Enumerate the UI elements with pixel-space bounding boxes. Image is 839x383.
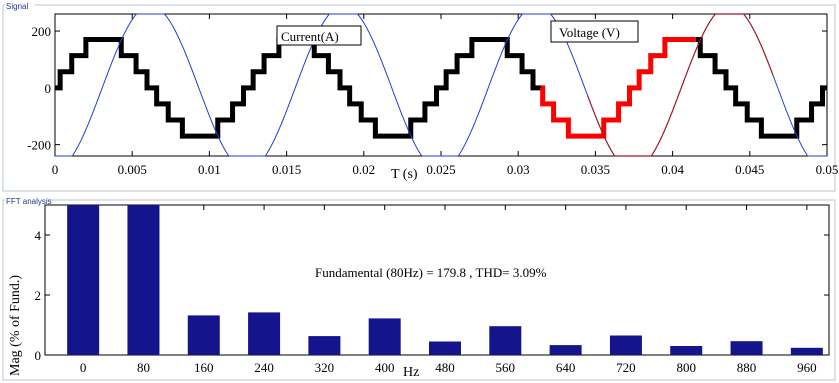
fft-x-tick-label: 400 (375, 360, 395, 375)
signal-x-tick-label: 0.035 (581, 162, 610, 177)
fft-x-tick-label: 880 (737, 360, 757, 375)
signal-group-box (2, 4, 836, 192)
signal-y-tick-label: 0 (45, 81, 52, 96)
fft-group-label: FFT analysis (6, 197, 52, 206)
voltage-series-line-highlight (540, 37, 696, 139)
fft-bar (67, 205, 100, 355)
fft-bar (308, 336, 341, 355)
fft-x-tick-label: 960 (797, 360, 817, 375)
signal-label-bg (5, 1, 35, 11)
signal-x-axis-label: T (s) (391, 167, 418, 182)
fft-plot-area (44, 204, 830, 356)
fft-annotation: Fundamental (80Hz) = 179.8 , THD= 3.09% (315, 265, 547, 280)
signal-group-label: Signal (6, 2, 28, 11)
current-series-line-highlight (587, 13, 774, 157)
fft-x-axis-label: Hz (403, 365, 419, 380)
signal-y-tick-label: 200 (32, 24, 52, 39)
fft-x-tick-label: 560 (496, 360, 516, 375)
fft-bar (127, 205, 160, 355)
fft-x-tick-label: 160 (194, 360, 214, 375)
fft-bar (609, 335, 642, 355)
signal-x-tick-label: 0.025 (426, 162, 455, 177)
fft-x-tick-label: 640 (556, 360, 576, 375)
fft-group-box (2, 199, 836, 381)
fft-label-bg (5, 196, 47, 206)
signal-x-tick-label: 0.045 (735, 162, 764, 177)
signal-y-tick-label: -200 (27, 138, 51, 153)
fft-bar (730, 341, 763, 355)
fft-y-tick-label: 4 (35, 228, 42, 243)
signal-x-tick-label: 0.05 (816, 162, 839, 177)
signal-ticks: 0 0.005 0.01 0.015 0.02 0.025 0.03 0.035 0.04 0.0… (27, 14, 838, 177)
signal-plot-area (54, 13, 828, 157)
fft-x-tick-label: 0 (80, 360, 87, 375)
voltage-series-line (695, 37, 827, 139)
fft-bar (489, 326, 522, 355)
fft-x-tick-label: 80 (137, 360, 150, 375)
fft-bar (368, 318, 401, 355)
fft-x-tick-label: 240 (254, 360, 274, 375)
fft-bar (429, 341, 461, 355)
fft-x-tick-label: 480 (435, 360, 455, 375)
signal-x-tick-label: 0.02 (352, 162, 375, 177)
fft-bar (549, 345, 582, 355)
fft-bars (67, 205, 823, 355)
signal-chart: 0 0.005 0.01 0.015 0.02 0.025 0.03 0.035 0.04 0.0… (27, 13, 838, 182)
signal-x-tick-label: 0.03 (507, 162, 530, 177)
fft-x-tick-label: 720 (616, 360, 636, 375)
fft-x-tick-label: 320 (315, 360, 335, 375)
fft-bar (187, 315, 220, 355)
current-label: Current(A) (281, 29, 339, 44)
signal-x-tick-label: 0.01 (198, 162, 221, 177)
current-series-line (772, 74, 827, 157)
current-label-box (276, 25, 362, 46)
signal-x-tick-label: 0.04 (661, 162, 684, 177)
voltage-label: Voltage (V) (559, 25, 620, 40)
fft-y-tick-label: 0 (35, 348, 42, 363)
voltage-label-box (550, 20, 639, 43)
signal-x-tick-label: 0 (52, 162, 59, 177)
fft-x-tick-label: 800 (676, 360, 696, 375)
signal-x-tick-label: 0.015 (272, 162, 301, 177)
fft-bar (248, 312, 281, 355)
fft-y-tick-label: 2 (35, 288, 42, 303)
fft-bar (670, 346, 703, 355)
fft-bar (790, 347, 823, 355)
signal-x-tick-label: 0.005 (118, 162, 147, 177)
fft-y-axis-label: Mag (% of Fund.) (8, 275, 23, 376)
